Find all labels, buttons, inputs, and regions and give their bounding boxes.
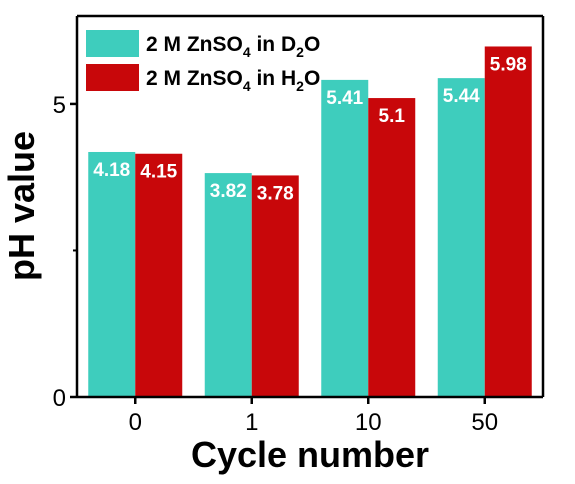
x-tick-label-10: 10	[355, 409, 382, 436]
legend-label-s2: 2 M ZnSO4 in H2O	[146, 67, 320, 94]
bar-s2-10	[368, 98, 416, 398]
x-tick-label-1: 1	[245, 409, 258, 436]
value-label-s1-1: 3.82	[210, 181, 247, 202]
bar-s2-50	[484, 46, 532, 397]
y-axis-title: pH value	[1, 131, 42, 281]
x-tick-label-0: 0	[129, 409, 142, 436]
bar-s2-0	[135, 153, 183, 397]
legend-swatch-s1	[86, 30, 139, 57]
bar-s1-1	[204, 173, 252, 397]
bar-s1-50	[437, 78, 485, 397]
x-tick-label-50: 50	[471, 409, 498, 436]
legend-swatch-s2	[86, 64, 139, 91]
legend: 2 M ZnSO4 in D2O 2 M ZnSO4 in H2O	[86, 30, 320, 94]
value-label-s1-50: 5.44	[443, 86, 480, 107]
axes	[75, 14, 545, 399]
value-label-s2-1: 3.78	[257, 183, 294, 204]
ticks: 050 1 10 50	[53, 92, 498, 436]
value-label-s2-10: 5.1	[379, 106, 406, 127]
bar-s2-1	[251, 175, 299, 397]
y-tick-label-5: 5	[53, 92, 66, 119]
value-label-s1-0: 4.18	[93, 160, 130, 181]
value-label-s2-0: 4.15	[140, 162, 177, 183]
y-tick-label-0: 0	[53, 385, 66, 412]
value-label-s2-50: 5.98	[490, 54, 527, 75]
bar-s1-10	[321, 79, 369, 397]
bar-s1-0	[88, 151, 136, 397]
bars-layer	[88, 46, 532, 398]
value-label-s1-10: 5.41	[326, 88, 363, 109]
value-labels-layer: 4.18 4.15 3.82 3.78 5.41 5.1 5.44 5.98	[93, 54, 526, 204]
legend-label-s1: 2 M ZnSO4 in D2O	[146, 33, 320, 60]
x-axis-title: Cycle number	[191, 434, 429, 475]
